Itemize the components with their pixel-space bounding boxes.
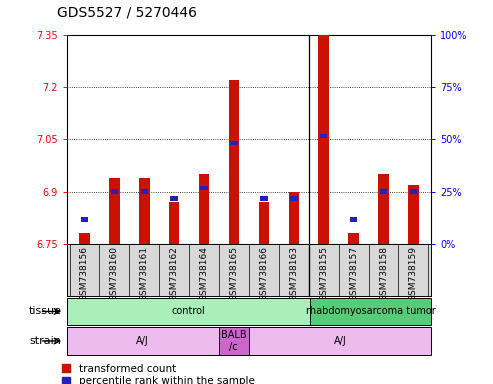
- Bar: [290, 196, 298, 200]
- Text: GSM738166: GSM738166: [259, 247, 268, 301]
- Bar: [408, 185, 419, 244]
- Text: GSM738163: GSM738163: [289, 247, 298, 301]
- Text: GSM738165: GSM738165: [230, 247, 239, 301]
- Text: GSM738164: GSM738164: [200, 247, 209, 301]
- Text: A/J: A/J: [136, 336, 149, 346]
- Text: GDS5527 / 5270446: GDS5527 / 5270446: [57, 5, 197, 19]
- Bar: [67, 327, 218, 355]
- Bar: [249, 327, 431, 355]
- Text: strain: strain: [30, 336, 62, 346]
- Bar: [109, 177, 120, 244]
- Bar: [169, 202, 179, 244]
- Text: GSM738157: GSM738157: [349, 247, 358, 301]
- Text: GSM738155: GSM738155: [319, 247, 328, 301]
- Text: control: control: [171, 306, 205, 316]
- Bar: [378, 174, 389, 244]
- Bar: [67, 298, 310, 325]
- Bar: [171, 196, 178, 200]
- Legend: transformed count, percentile rank within the sample: transformed count, percentile rank withi…: [62, 364, 254, 384]
- Bar: [260, 196, 268, 200]
- Bar: [141, 189, 148, 194]
- Bar: [110, 189, 118, 194]
- Text: GSM738159: GSM738159: [409, 247, 418, 301]
- Text: GSM738158: GSM738158: [379, 247, 388, 301]
- Text: GSM738156: GSM738156: [80, 247, 89, 301]
- Bar: [200, 186, 208, 190]
- Bar: [320, 134, 327, 138]
- Bar: [218, 327, 249, 355]
- Bar: [288, 192, 299, 244]
- Bar: [310, 298, 431, 325]
- Bar: [139, 177, 149, 244]
- Bar: [81, 217, 88, 222]
- Bar: [79, 233, 90, 244]
- Text: A/J: A/J: [334, 336, 347, 346]
- Bar: [380, 189, 387, 194]
- Bar: [230, 141, 238, 145]
- Text: GSM738162: GSM738162: [170, 247, 178, 301]
- Bar: [410, 189, 417, 194]
- Bar: [318, 35, 329, 244]
- Bar: [259, 202, 269, 244]
- Text: tissue: tissue: [29, 306, 62, 316]
- Text: rhabdomyosarcoma tumor: rhabdomyosarcoma tumor: [306, 306, 435, 316]
- Text: BALB
/c: BALB /c: [221, 330, 246, 352]
- Text: GSM738160: GSM738160: [110, 247, 119, 301]
- Bar: [349, 233, 359, 244]
- Bar: [199, 174, 210, 244]
- Bar: [350, 217, 357, 222]
- Bar: [229, 80, 239, 244]
- Text: GSM738161: GSM738161: [140, 247, 149, 301]
